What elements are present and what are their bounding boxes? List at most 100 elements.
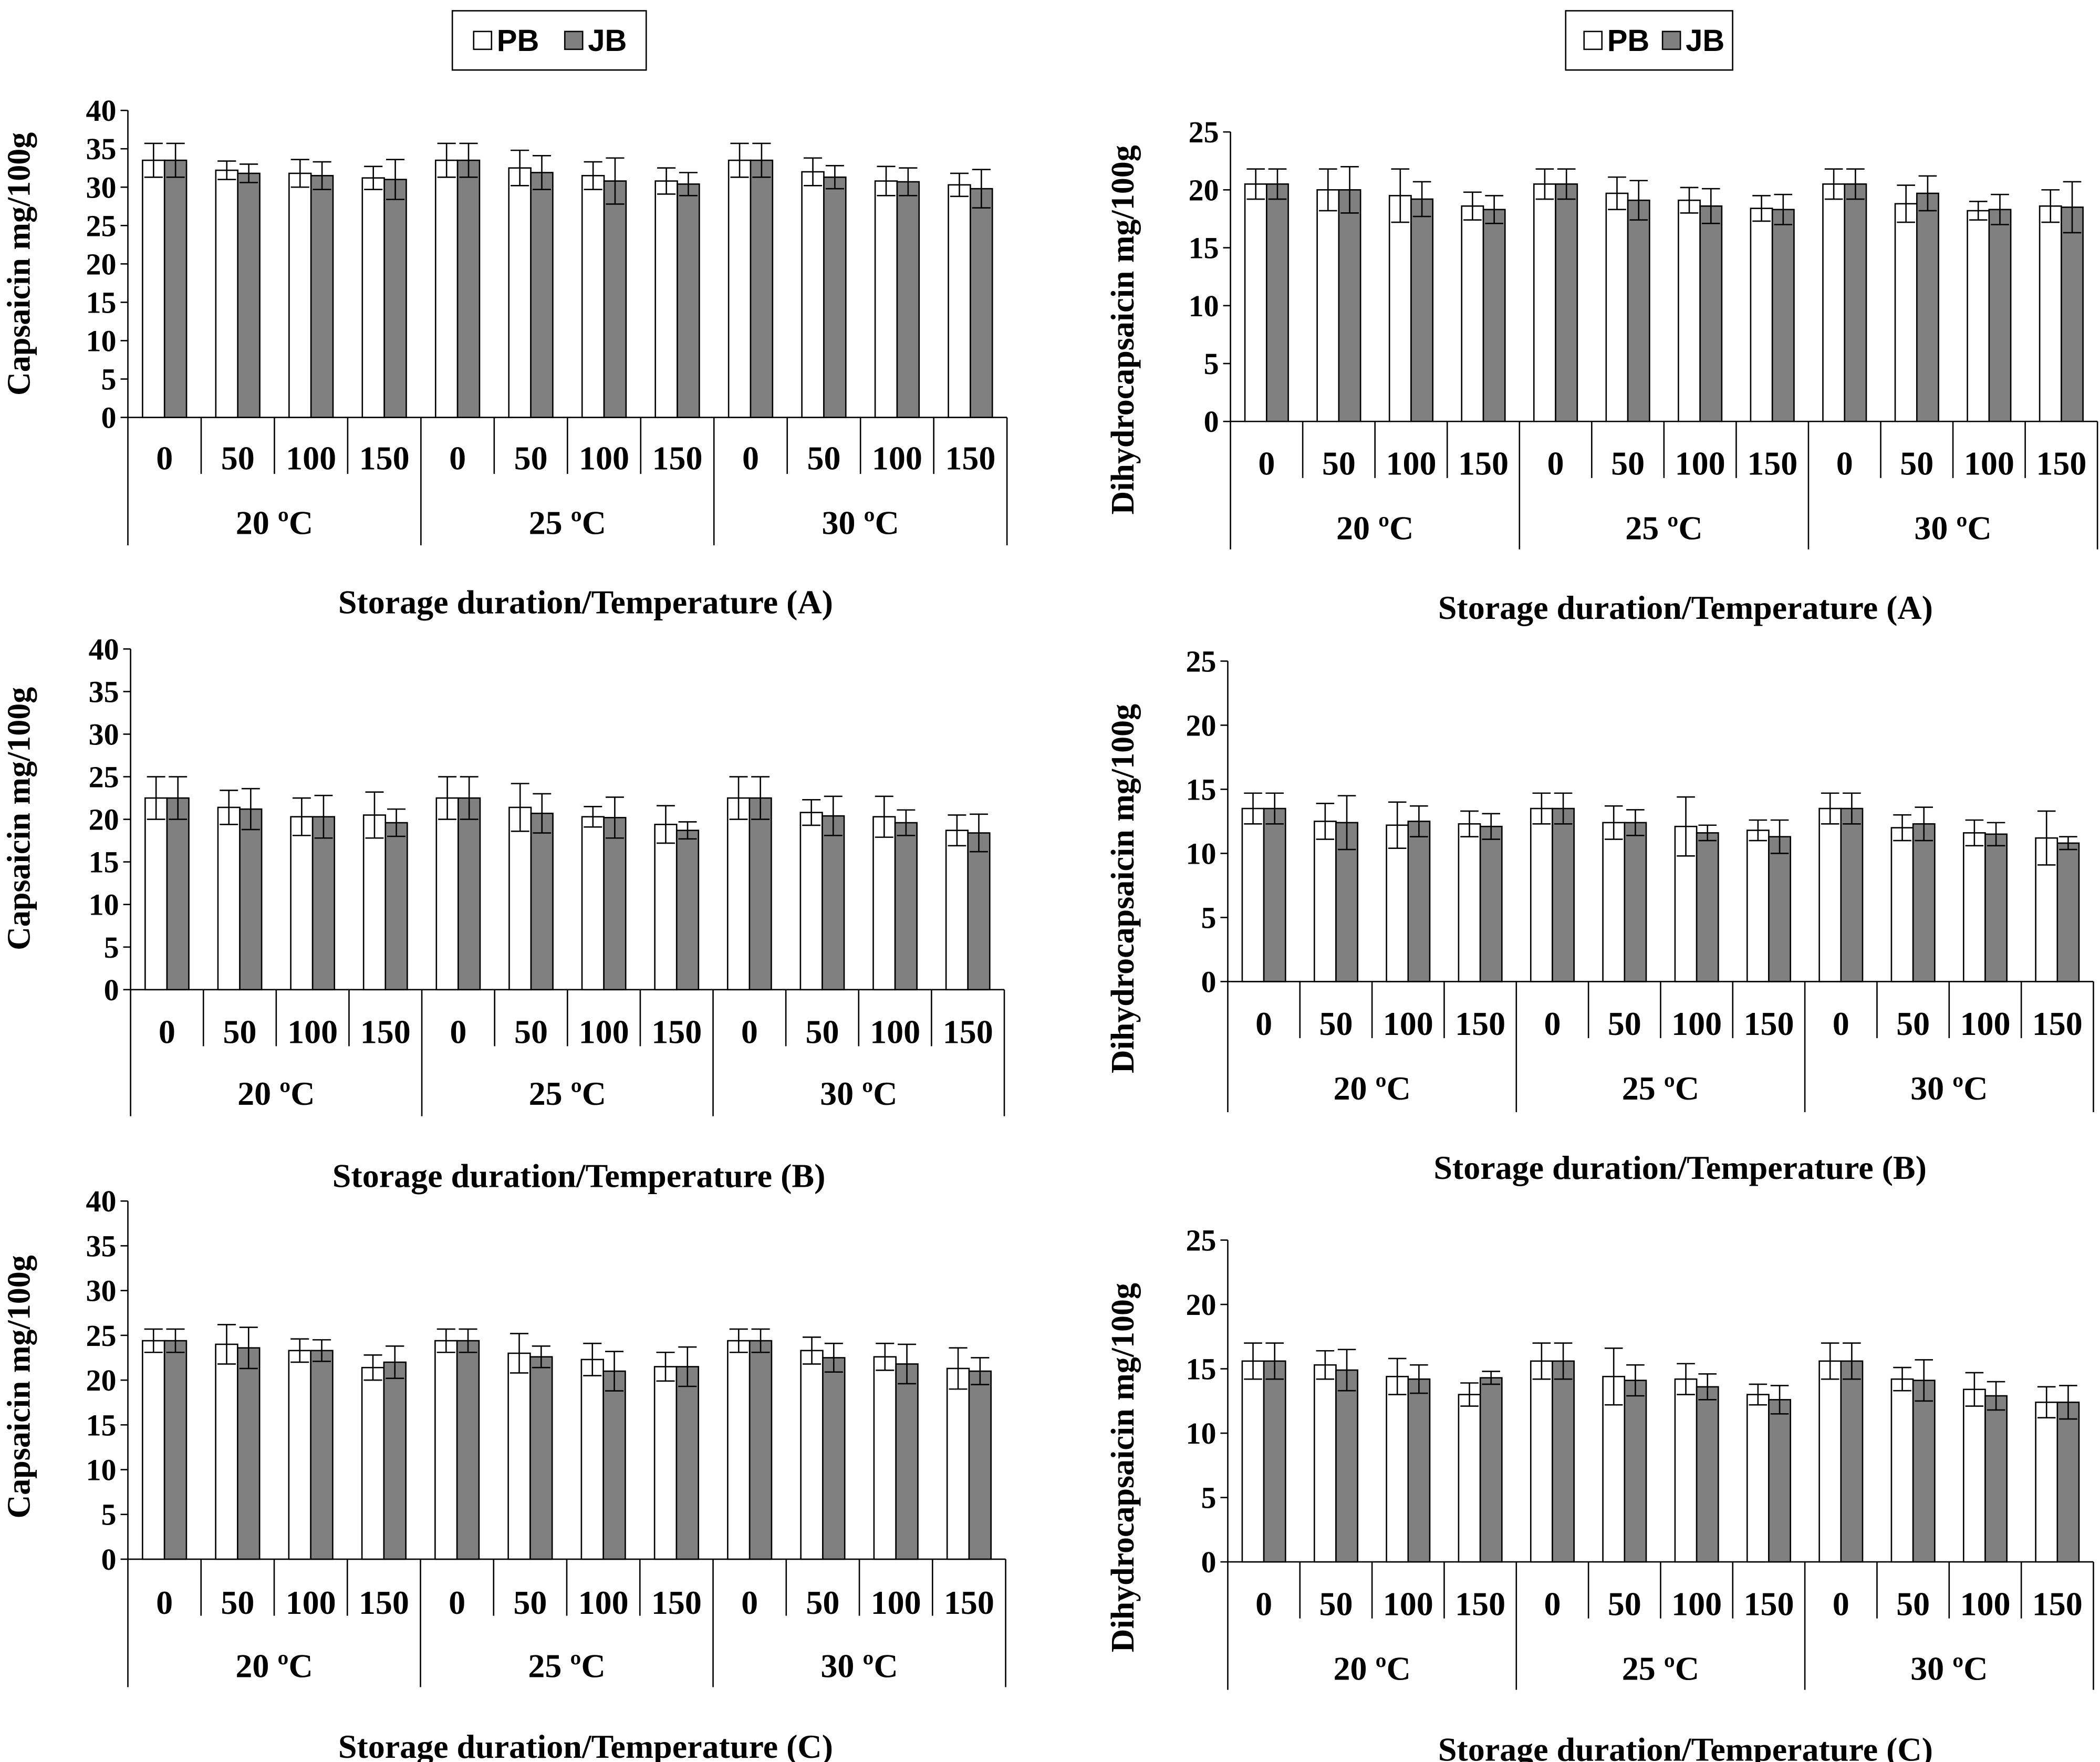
group-label: 20 ºC	[235, 1647, 313, 1684]
error-bar-jb	[824, 795, 843, 836]
x-tick-label: 100	[1675, 445, 1725, 482]
error-bar-jb	[1265, 1342, 1284, 1380]
legend-label-pb: PB	[497, 24, 539, 58]
bar-pb	[1605, 192, 1629, 422]
bar-jb	[384, 822, 408, 991]
group-label: 30 ºC	[820, 1647, 898, 1684]
error-bar-jb	[1340, 165, 1359, 214]
bar-jb	[383, 179, 407, 418]
x-tick-label: 50	[1608, 1585, 1641, 1623]
error-bar-jb	[1698, 824, 1717, 842]
bar-pb	[1244, 183, 1267, 422]
bar-pb	[508, 806, 532, 991]
group-label: 20 ºC	[236, 504, 313, 541]
bar-pb	[361, 1366, 385, 1560]
x-tick-label: 100	[1386, 445, 1436, 482]
group-label: 25 ºC	[1625, 510, 1702, 547]
legend: PB JB	[1565, 10, 1733, 71]
bar-jb	[1479, 1377, 1503, 1563]
bar-jb	[1912, 823, 1936, 982]
bar-jb	[677, 183, 700, 418]
error-bar-jb	[678, 1346, 697, 1387]
error-bar-pb	[802, 1336, 822, 1365]
x-axis-title: Storage duration/Temperature (B)	[332, 1157, 826, 1194]
bar-pb	[874, 180, 898, 418]
error-bar-jb	[1482, 813, 1501, 840]
y-tick-label: 20	[1186, 1288, 1216, 1322]
y-axis-label: Capsaicin mg/100g	[1, 687, 37, 950]
y-tick-label: 20	[89, 803, 119, 837]
x-tick-label: 50	[805, 1013, 839, 1050]
error-bar-jb	[1268, 168, 1287, 200]
x-tick-label: 150	[359, 1584, 409, 1621]
bar-jb	[748, 797, 772, 991]
x-tick-label: 150	[2032, 1585, 2083, 1623]
error-bar-jb	[1554, 1342, 1573, 1380]
bar-jb	[1840, 807, 1864, 982]
bar-pb	[581, 175, 605, 418]
x-tick-label: 0	[741, 1584, 758, 1621]
error-bar-pb	[364, 165, 383, 190]
group-label: 20 ºC	[1333, 1650, 1410, 1687]
error-bar-jb	[1846, 168, 1865, 200]
bar-jb	[675, 830, 700, 991]
y-tick-label: 5	[1201, 1481, 1216, 1515]
legend-label-jb: JB	[1686, 24, 1724, 58]
bar-pb	[508, 167, 532, 418]
error-bar-jb	[679, 172, 698, 196]
error-bar-pb	[511, 149, 529, 186]
bar-jb	[2056, 842, 2080, 982]
x-tick-label: 0	[156, 1584, 173, 1621]
chart-panel-0: 0 5 10 15 20 25 30 35 40 0 50 100 150 0 50 100 150 0 50 100…	[1, 10, 1008, 621]
chart-panel-2: 0 5 10 15 20 25 30 35 40 0 50 100 150 0 50 100 150 0 50 100…	[1, 632, 1005, 1194]
x-tick-label: 100	[870, 1013, 920, 1050]
bar-jb	[1844, 183, 1867, 422]
error-bar-pb	[511, 783, 529, 832]
error-bar-jb	[971, 1357, 990, 1385]
error-bar-jb	[1701, 188, 1720, 224]
bar-jb	[675, 1366, 699, 1560]
group-label: 30 ºC	[1914, 510, 1991, 547]
y-tick-label: 5	[101, 1498, 116, 1532]
bar-pb	[1316, 189, 1340, 422]
x-tick-label: 100	[579, 439, 629, 476]
error-bar-pb	[1463, 191, 1482, 221]
y-tick-label: 10	[1189, 289, 1219, 323]
bar-pb	[1678, 199, 1701, 422]
y-tick-label: 0	[1204, 405, 1219, 439]
error-bar-pb	[1821, 792, 1839, 825]
bar-pb	[1894, 203, 1918, 422]
error-bar-jb	[1557, 168, 1576, 200]
error-bar-jb	[1629, 180, 1648, 221]
error-bar-pb	[729, 1328, 748, 1353]
x-tick-label: 0	[1833, 1585, 1849, 1623]
legend-swatch-pb	[473, 30, 493, 50]
group-label: 20 ºC	[1336, 510, 1413, 547]
error-bar-jb	[1987, 822, 2005, 847]
error-bar-jb	[1626, 809, 1645, 836]
x-tick-label: 100	[578, 1584, 629, 1621]
bar-jb	[967, 832, 991, 991]
bar-pb	[727, 1340, 751, 1560]
error-bar-pb	[1316, 1350, 1335, 1380]
x-tick-label: 50	[1319, 1005, 1353, 1042]
error-bar-pb	[292, 797, 311, 836]
bar-pb	[434, 1340, 458, 1560]
bar-jb	[1912, 1380, 1936, 1563]
bar-jb	[1771, 209, 1795, 422]
bar-jb	[2061, 206, 2084, 422]
error-bar-pb	[1893, 814, 1911, 842]
y-tick-label: 20	[86, 1363, 116, 1397]
x-tick-label: 0	[450, 1013, 466, 1050]
error-bar-jb	[313, 161, 331, 190]
bar-jb	[1410, 198, 1434, 422]
x-tick-label: 50	[514, 439, 548, 476]
x-tick-label: 50	[221, 1584, 254, 1621]
error-bar-pb	[1680, 186, 1699, 214]
x-tick-label: 150	[943, 1013, 993, 1050]
x-tick-label: 150	[651, 1584, 702, 1621]
error-bar-jb	[897, 809, 916, 836]
error-bar-pb	[1608, 176, 1626, 211]
y-tick-label: 10	[1186, 836, 1216, 870]
error-bar-jb	[1337, 795, 1356, 851]
